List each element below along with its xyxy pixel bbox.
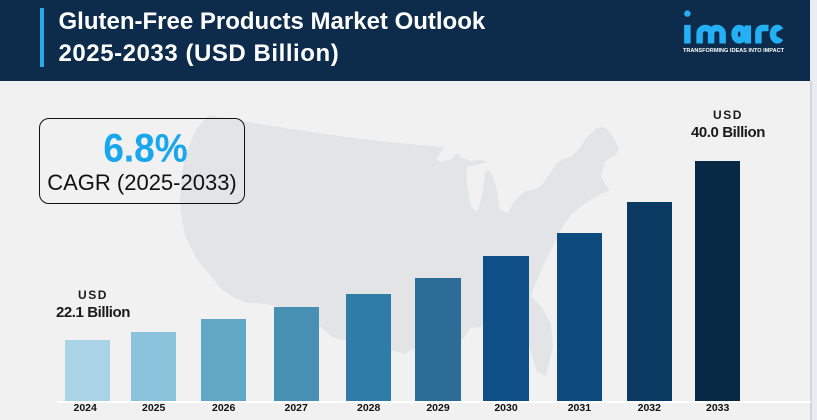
svg-text:TRANSFORMING IDEAS INTO IMPACT: TRANSFORMING IDEAS INTO IMPACT: [683, 48, 784, 54]
